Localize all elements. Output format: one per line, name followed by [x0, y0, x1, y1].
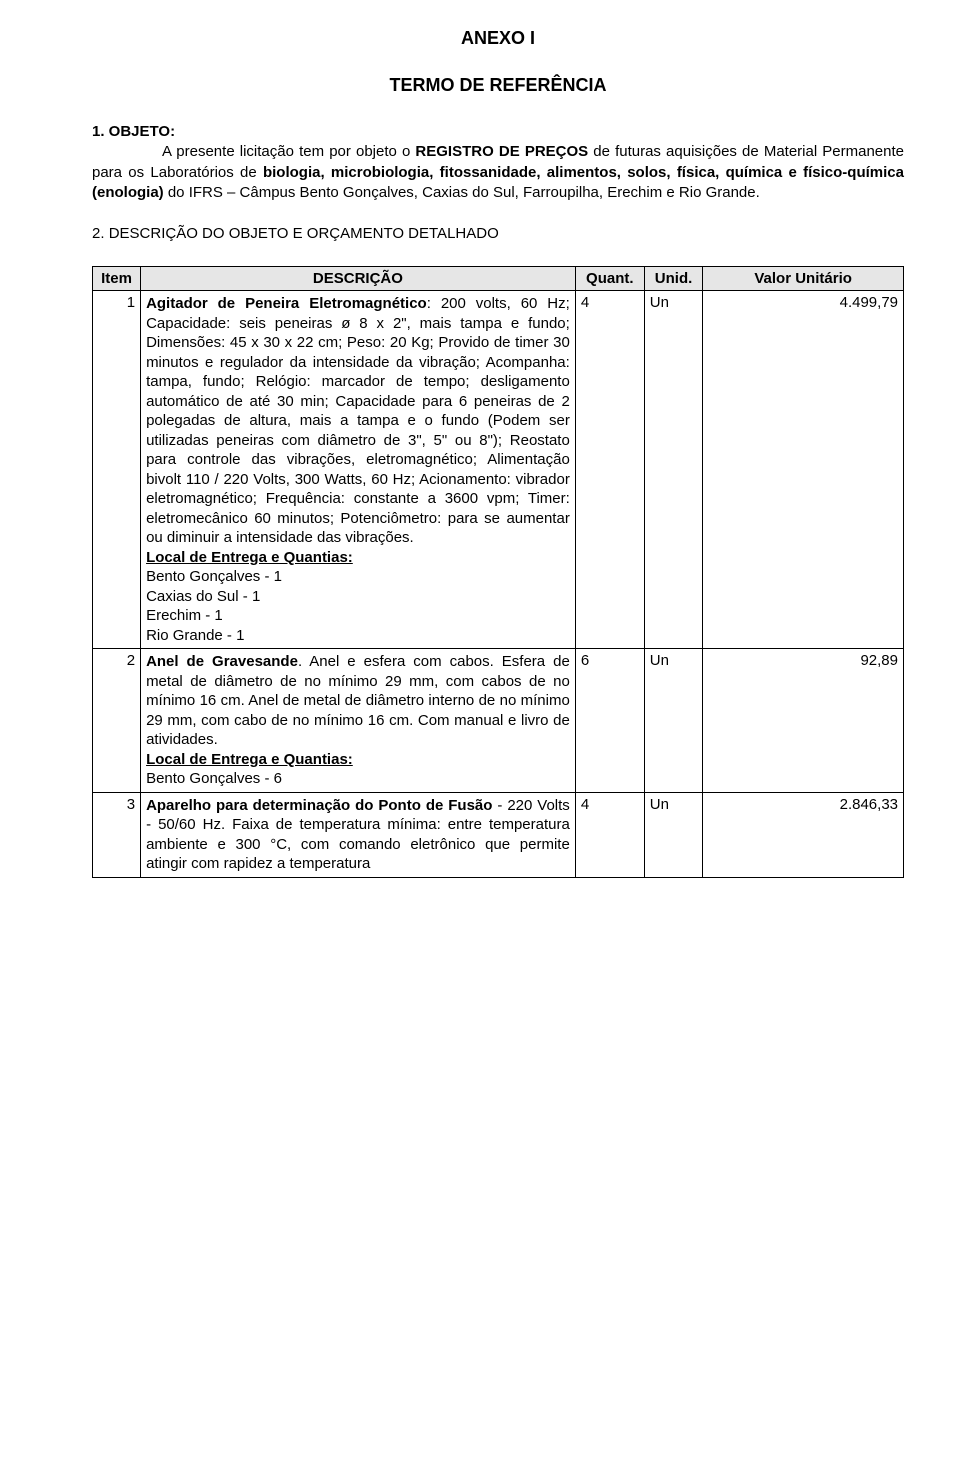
row1-loc-item: Bento Gonçalves - 1 [146, 567, 570, 587]
objeto-bold-1: REGISTRO DE PREÇOS [415, 143, 588, 160]
cell-qty: 4 [575, 792, 644, 877]
table-header-row: Item DESCRIÇÃO Quant. Unid. Valor Unitár… [93, 267, 904, 291]
objeto-lead: 1. OBJETO: [92, 122, 904, 142]
table-row: 1 Agitador de Peneira Eletromagnético: 2… [93, 291, 904, 649]
page: ANEXO I TERMO DE REFERÊNCIA 1. OBJETO: A… [0, 0, 960, 1470]
section2-num: 2. [92, 225, 109, 242]
objeto-text-1: A presente licitação tem por objeto o [162, 143, 415, 160]
cell-unit: Un [644, 291, 703, 649]
table-row: 2 Anel de Gravesande. Anel e esfera com … [93, 649, 904, 793]
row1-loc-label: Local de Entrega e Quantias: [146, 549, 353, 566]
table-row: 3 Aparelho para determinação do Ponto de… [93, 792, 904, 877]
row1-colon: : [427, 295, 431, 312]
row1-loc: Local de Entrega e Quantias: Bento Gonça… [146, 548, 570, 646]
th-item: Item [93, 267, 141, 291]
cell-desc: Anel de Gravesande. Anel e esfera com ca… [141, 649, 576, 793]
th-value: Valor Unitário [703, 267, 904, 291]
objeto-text-3: do IFRS – Câmpus Bento Gonçalves, Caxias… [164, 184, 760, 201]
row1-loc-item: Caxias do Sul - 1 [146, 587, 570, 607]
cell-desc: Aparelho para determinação do Ponto de F… [141, 792, 576, 877]
cell-item-num: 3 [93, 792, 141, 877]
row1-title: Agitador de Peneira Eletromagnético [146, 295, 427, 312]
row1-loc-item: Erechim - 1 [146, 606, 570, 626]
row3-title: Aparelho para determinação do Ponto de F… [146, 797, 492, 814]
row2-title: Anel de Gravesande [146, 653, 298, 670]
cell-value: 4.499,79 [703, 291, 904, 649]
row2-loc-item: Bento Gonçalves - 6 [146, 769, 570, 789]
section-objeto: 1. OBJETO: A presente licitação tem por … [92, 122, 904, 203]
cell-value: 92,89 [703, 649, 904, 793]
cell-qty: 4 [575, 291, 644, 649]
row1-body: 200 volts, 60 Hz; Capacidade: seis penei… [146, 295, 570, 546]
document-title: TERMO DE REFERÊNCIA [92, 75, 904, 96]
cell-item-num: 1 [93, 291, 141, 649]
cell-unit: Un [644, 649, 703, 793]
cell-value: 2.846,33 [703, 792, 904, 877]
row2-loc-label: Local de Entrega e Quantias: [146, 751, 353, 768]
row1-loc-item: Rio Grande - 1 [146, 626, 570, 646]
cell-unit: Un [644, 792, 703, 877]
th-qty: Quant. [575, 267, 644, 291]
section-descricao: 2. DESCRIÇÃO DO OBJETO E ORÇAMENTO DETAL… [92, 225, 904, 242]
items-table: Item DESCRIÇÃO Quant. Unid. Valor Unitár… [92, 266, 904, 878]
cell-desc: Agitador de Peneira Eletromagnético: 200… [141, 291, 576, 649]
anexo-title: ANEXO I [92, 28, 904, 49]
th-unit: Unid. [644, 267, 703, 291]
section2-bold: DESCRIÇÃO DO OBJETO E ORÇAMENTO DETALHAD… [109, 225, 499, 242]
row2-loc: Local de Entrega e Quantias: Bento Gonça… [146, 750, 570, 789]
cell-item-num: 2 [93, 649, 141, 793]
cell-qty: 6 [575, 649, 644, 793]
th-desc: DESCRIÇÃO [141, 267, 576, 291]
